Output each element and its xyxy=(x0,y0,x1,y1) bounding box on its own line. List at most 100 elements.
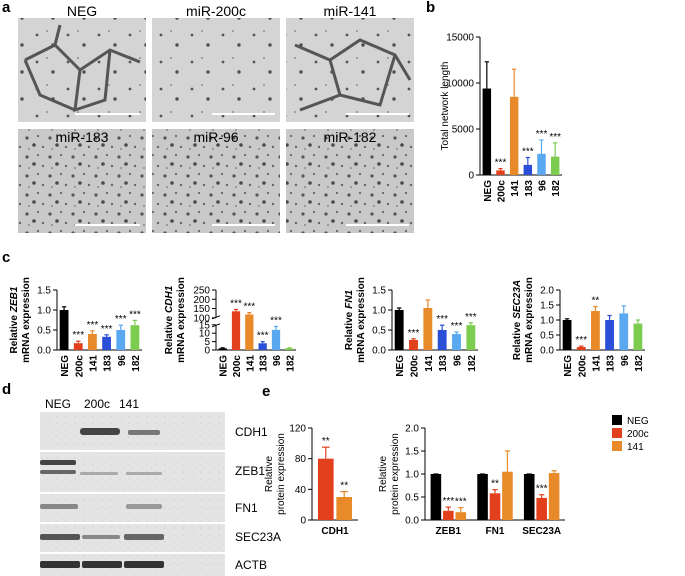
significance-label: *** xyxy=(495,158,507,169)
y-tick-label: 5 xyxy=(204,337,210,348)
bar xyxy=(509,96,519,175)
significance-label: *** xyxy=(129,309,141,320)
y-axis-label: Relative xyxy=(378,456,389,493)
significance-label: *** xyxy=(257,331,269,342)
error-bar xyxy=(498,167,503,171)
significance-label: *** xyxy=(87,320,99,331)
y-axis-label: Relative xyxy=(264,456,275,493)
y-axis-label-text: Relative xyxy=(164,316,175,355)
image-label: miR-96 xyxy=(193,129,238,145)
error-bar xyxy=(321,446,330,459)
x-tick-label: 200c xyxy=(497,180,508,203)
error-bar xyxy=(553,142,558,157)
bar xyxy=(576,347,586,350)
bar xyxy=(409,340,418,350)
x-tick-label: 182 xyxy=(285,355,296,372)
error-bar xyxy=(551,470,557,474)
y-tick-label: 10 xyxy=(199,329,211,340)
error-bar xyxy=(458,506,464,513)
error-bar xyxy=(621,305,626,314)
legend-label: 141 xyxy=(627,442,644,453)
bar xyxy=(482,88,492,175)
y-tick-label: 2.0 xyxy=(540,286,554,297)
band xyxy=(82,561,122,568)
micrograph xyxy=(286,18,414,122)
band xyxy=(124,561,164,568)
error-bar xyxy=(454,331,459,334)
x-tick-label: 96 xyxy=(272,355,283,367)
lane-label: 141 xyxy=(119,397,139,411)
error-bar xyxy=(579,345,584,347)
bar xyxy=(455,512,467,520)
legend-swatch xyxy=(612,441,622,451)
y-tick-label: 0.0 xyxy=(37,346,51,357)
y-axis-label-text: Total network length xyxy=(440,62,451,151)
bar xyxy=(619,313,629,350)
y-tick-label: 80 xyxy=(295,454,307,465)
error-bar xyxy=(539,494,545,498)
y-tick-label: 0.5 xyxy=(37,326,51,337)
error-bar xyxy=(287,347,292,349)
significance-label: *** xyxy=(230,298,242,309)
significance-label: *** xyxy=(243,302,255,313)
bar xyxy=(423,308,433,350)
x-tick-label: 141 xyxy=(245,355,256,372)
network xyxy=(23,24,141,113)
x-tick-label: 141 xyxy=(88,355,99,372)
band xyxy=(40,534,80,540)
micrograph xyxy=(152,129,280,233)
x-tick-label: 182 xyxy=(551,180,562,197)
y-tick-label: 0 xyxy=(204,346,210,357)
x-tick-label: 200c xyxy=(232,355,243,378)
y-tick-label: 0.0 xyxy=(405,516,419,527)
bar xyxy=(258,343,267,350)
y-tick-label: 150 xyxy=(193,304,210,315)
y-axis-label-text: Relative xyxy=(344,311,355,350)
lane-label: NEG xyxy=(45,397,71,411)
bar xyxy=(466,325,476,350)
image-label: miR-182 xyxy=(324,129,377,145)
bar xyxy=(88,334,97,350)
error-bar xyxy=(132,319,138,326)
y-tick-label: 1.5 xyxy=(540,301,554,312)
legend-swatch xyxy=(612,415,622,425)
x-tick-label: 141 xyxy=(424,355,435,372)
x-tick-label: NEG xyxy=(483,180,494,202)
error-bar xyxy=(525,156,530,165)
significance-label: *** xyxy=(101,324,113,335)
error-bar xyxy=(439,324,445,330)
bar xyxy=(73,343,83,350)
y-tick-label: 15000 xyxy=(446,33,474,44)
bar xyxy=(59,310,69,350)
x-tick-label: NEG xyxy=(219,355,230,377)
legend-label: NEG xyxy=(627,416,649,427)
band xyxy=(126,472,162,475)
y-axis-label: protein expression xyxy=(276,433,287,515)
y-tick-label: 2.0 xyxy=(405,424,419,435)
panel-label: b xyxy=(426,0,435,16)
y-axis-label: mRNA expression xyxy=(524,277,535,363)
bar xyxy=(536,497,547,520)
bar xyxy=(394,310,404,350)
error-bar xyxy=(104,334,109,337)
y-axis-label-text: Relative xyxy=(264,456,275,493)
bar xyxy=(130,325,140,350)
y-tick-label: 1.5 xyxy=(372,286,386,297)
y-axis-label: Relative CDH1 xyxy=(164,285,175,354)
significance-label: ** xyxy=(592,296,600,307)
y-tick-label: 200 xyxy=(193,295,210,306)
x-tick-label: NEG xyxy=(395,355,406,377)
significance-label: ** xyxy=(322,436,330,447)
x-tick-label: 200c xyxy=(577,355,588,378)
y-axis-label-gene: SEC23A xyxy=(512,280,523,319)
y-tick-label: 1.0 xyxy=(37,306,51,317)
significance-label: *** xyxy=(455,497,467,508)
x-tick-label: 96 xyxy=(538,180,549,192)
micrographs: NEG miR-200c miR-141 miR-183 miR-96 miR-… xyxy=(18,3,414,233)
error-bar xyxy=(260,341,265,344)
x-tick-label: CDH1 xyxy=(321,526,349,537)
significance-label: *** xyxy=(536,129,548,140)
y-tick-label: 10000 xyxy=(446,79,474,90)
significance-label: *** xyxy=(575,335,587,346)
